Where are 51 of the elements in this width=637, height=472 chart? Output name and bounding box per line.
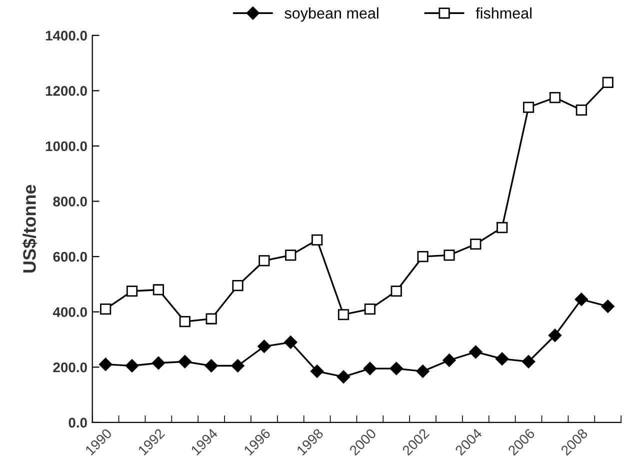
point <box>417 251 428 262</box>
point <box>284 336 298 349</box>
point <box>363 362 377 376</box>
point <box>204 359 218 372</box>
point <box>152 284 164 296</box>
point <box>364 304 376 315</box>
y-tick-label: 400.0 <box>52 307 87 318</box>
point <box>310 364 324 378</box>
point <box>100 304 112 315</box>
y-tick-label: 0.0 <box>68 418 87 428</box>
point <box>574 292 588 306</box>
point <box>258 255 270 266</box>
point <box>496 352 509 366</box>
point <box>469 345 482 359</box>
point <box>98 358 112 371</box>
point <box>576 104 587 116</box>
point <box>126 286 138 297</box>
point <box>496 222 508 234</box>
point <box>548 328 562 342</box>
y-axis-title: US$/tonne <box>22 184 38 272</box>
point <box>390 362 403 376</box>
point <box>522 102 534 113</box>
point <box>601 300 614 313</box>
point <box>125 359 139 372</box>
point <box>470 238 482 250</box>
point <box>416 364 430 378</box>
point <box>231 359 244 372</box>
point <box>602 76 614 88</box>
y-tick-label: 200.0 <box>53 362 87 372</box>
point <box>444 250 455 261</box>
point <box>336 370 350 384</box>
point <box>258 340 271 353</box>
legend-label: fishmeal <box>476 7 532 19</box>
point <box>152 356 166 370</box>
legend-label: soybean meal <box>284 7 378 22</box>
y-tick-label: 600.0 <box>53 252 87 262</box>
y-tick-label: 800.0 <box>53 196 87 206</box>
y-tick-label: 1200.0 <box>46 86 87 96</box>
point <box>390 286 402 297</box>
point <box>549 92 561 104</box>
point <box>338 309 350 320</box>
y-tick-label: 1000.0 <box>46 141 87 152</box>
point <box>179 316 190 328</box>
point <box>312 234 323 246</box>
point <box>522 355 536 368</box>
point <box>206 313 217 324</box>
point <box>178 355 192 368</box>
point <box>442 354 456 367</box>
y-tick-label: 1400.0 <box>46 30 87 41</box>
point <box>232 280 244 292</box>
point <box>285 250 296 261</box>
